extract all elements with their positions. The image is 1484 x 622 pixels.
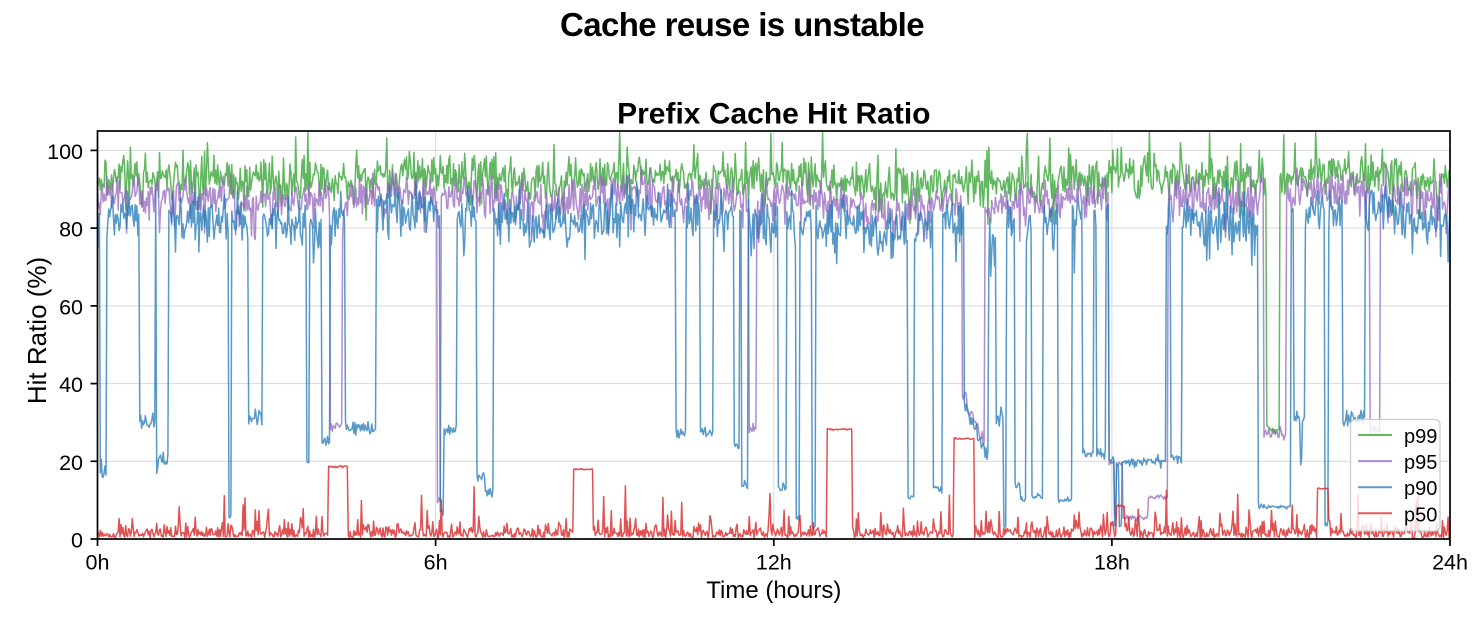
svg-text:80: 80 xyxy=(59,218,83,242)
svg-text:100: 100 xyxy=(47,140,83,164)
svg-text:Hit Ratio (%): Hit Ratio (%) xyxy=(22,257,52,404)
svg-text:18h: 18h xyxy=(1094,551,1130,575)
svg-text:Prefix Cache Hit Ratio: Prefix Cache Hit Ratio xyxy=(617,98,930,131)
svg-text:40: 40 xyxy=(59,373,83,397)
svg-text:p50: p50 xyxy=(1404,504,1437,526)
svg-text:0: 0 xyxy=(71,529,83,553)
svg-text:p90: p90 xyxy=(1404,478,1437,500)
svg-text:p95: p95 xyxy=(1404,452,1437,474)
svg-text:20: 20 xyxy=(59,451,83,475)
svg-text:24h: 24h xyxy=(1432,551,1468,575)
svg-text:60: 60 xyxy=(59,295,83,319)
svg-text:0h: 0h xyxy=(86,551,110,575)
svg-text:12h: 12h xyxy=(756,551,792,575)
svg-text:p99: p99 xyxy=(1404,426,1437,448)
svg-text:Cache reuse is unstable: Cache reuse is unstable xyxy=(560,6,924,43)
svg-text:Time (hours): Time (hours) xyxy=(706,577,841,604)
svg-text:6h: 6h xyxy=(424,551,448,575)
